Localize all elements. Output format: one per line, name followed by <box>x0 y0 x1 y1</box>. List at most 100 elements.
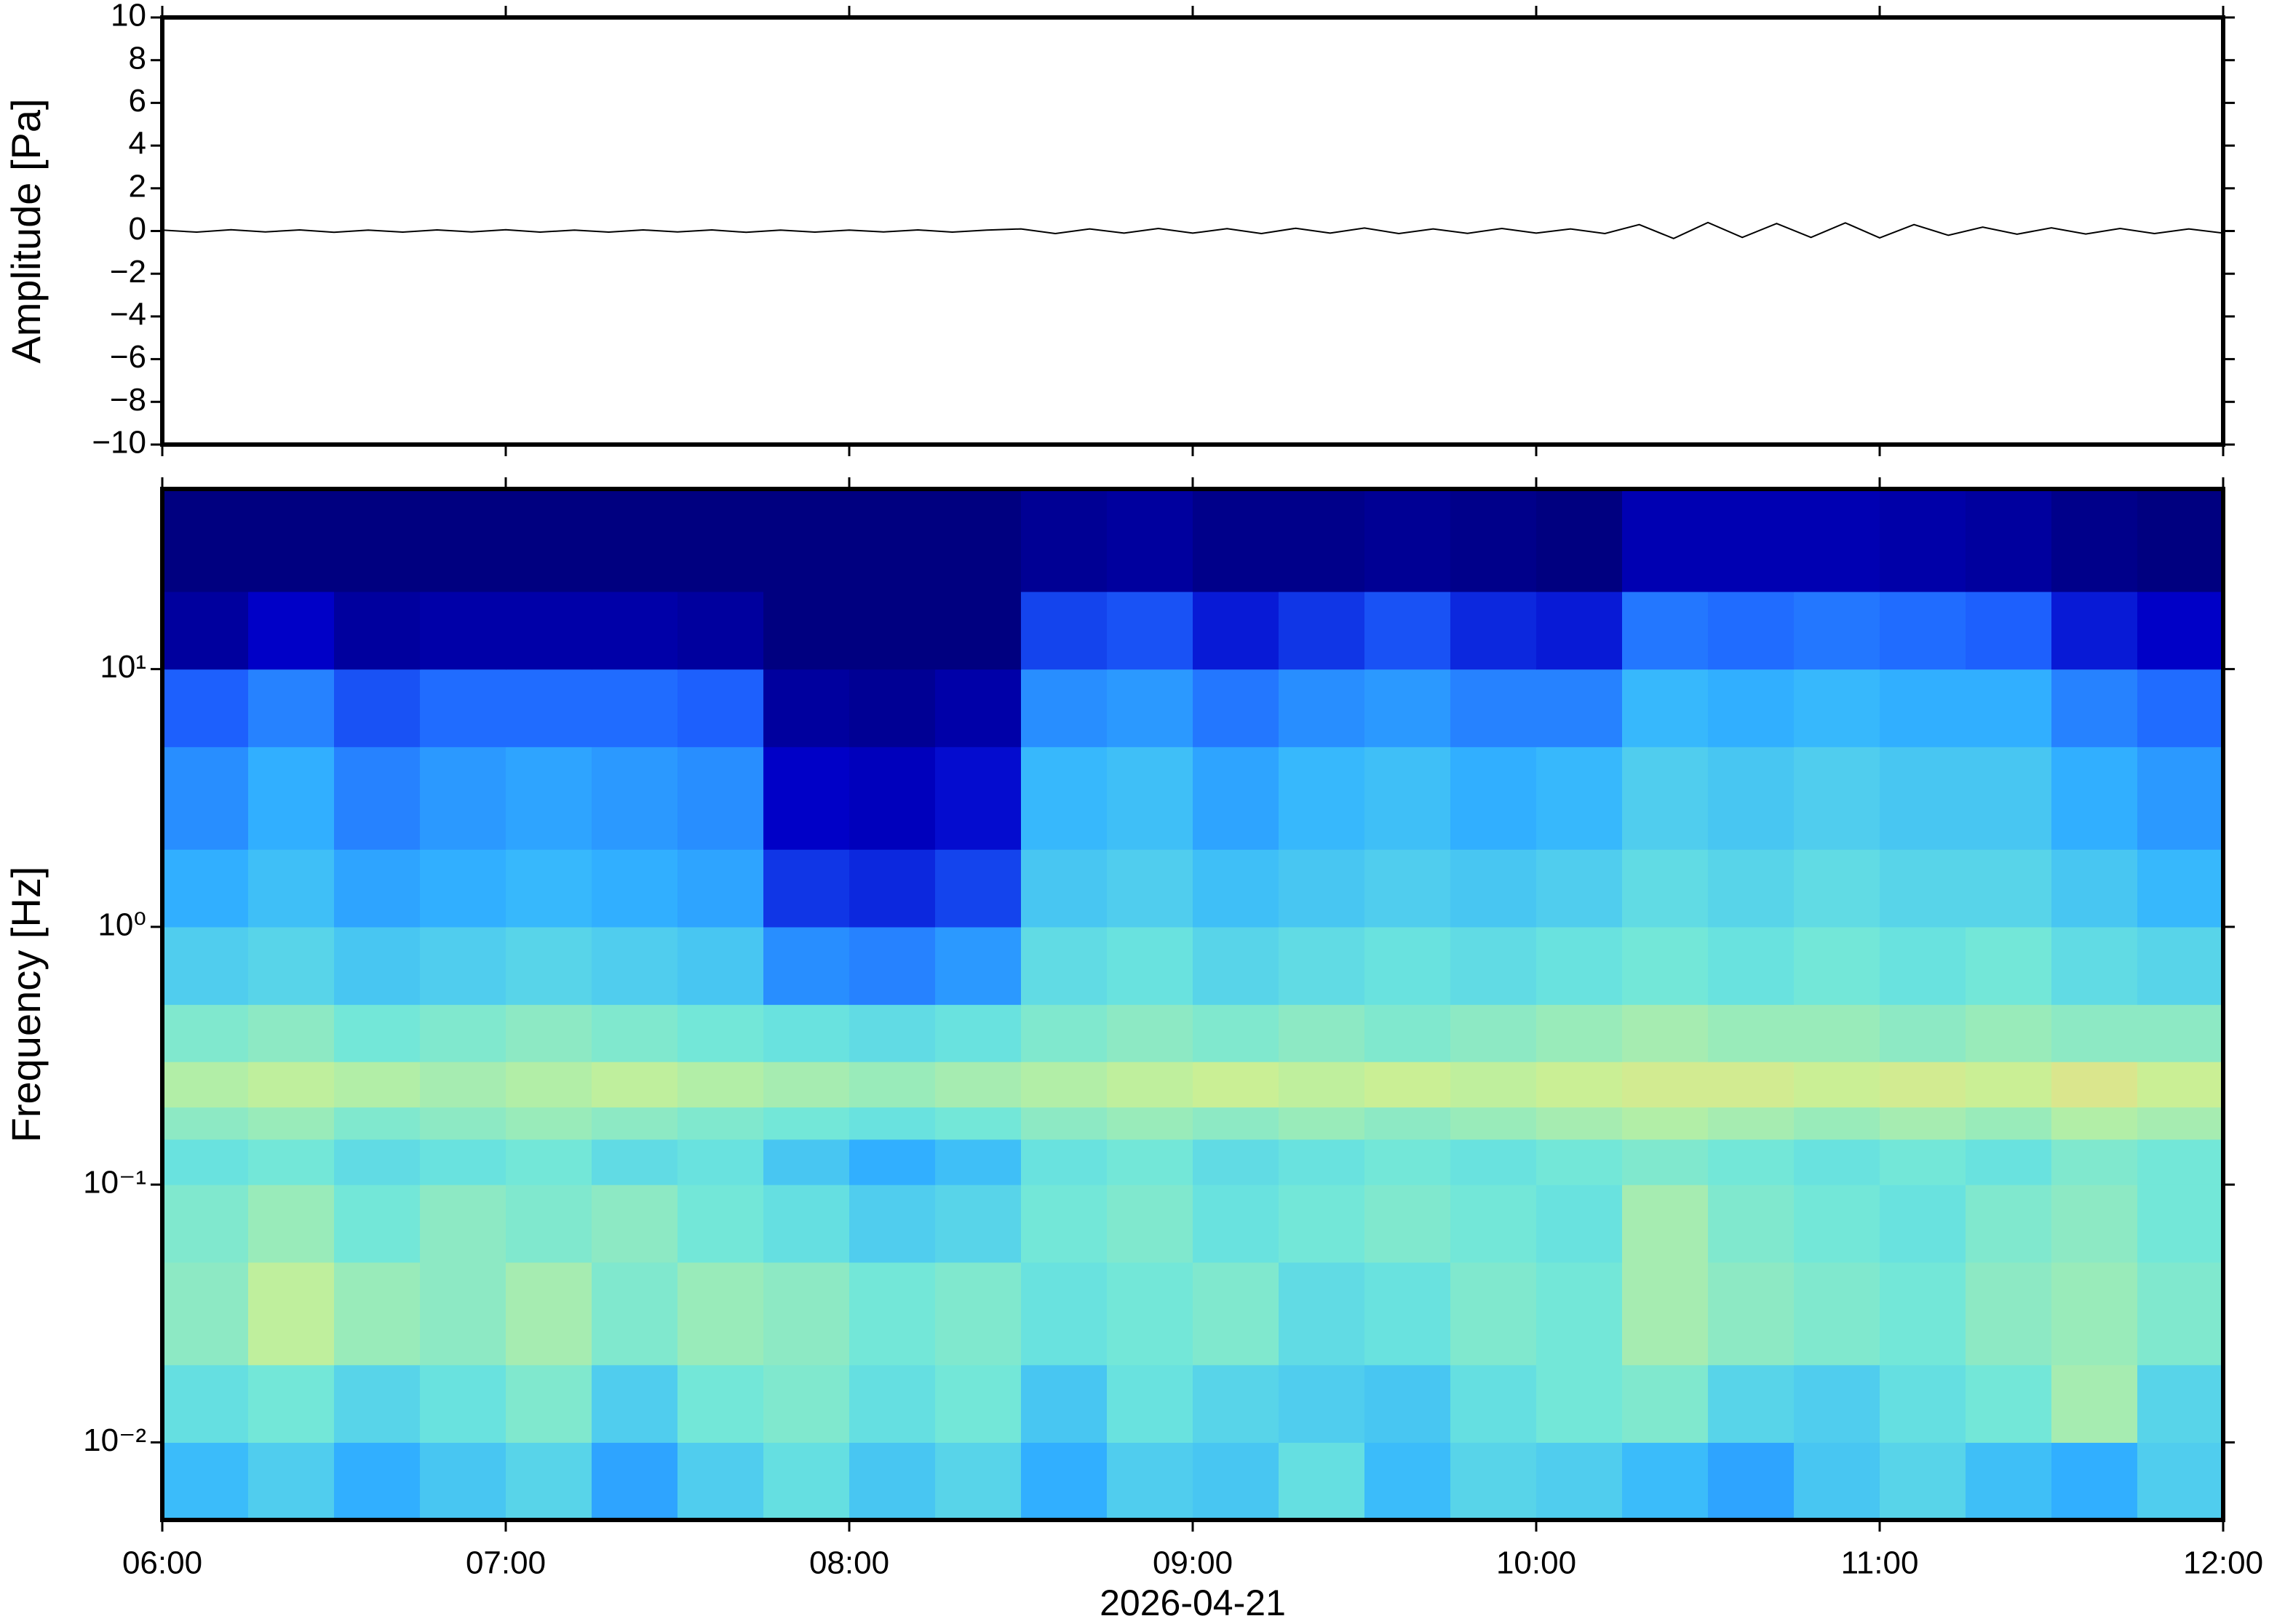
heatmap-cell <box>592 591 678 670</box>
heatmap-cell <box>1450 849 1537 928</box>
heatmap-cell <box>1021 669 1108 747</box>
heatmap-cell <box>1107 1364 1193 1443</box>
x-tick-label: 09:00 <box>1153 1545 1233 1581</box>
heatmap-cell <box>1708 591 1795 670</box>
heatmap-cell <box>1966 849 2052 928</box>
heatmap-cell <box>2137 747 2224 850</box>
heatmap-cell <box>763 1139 850 1185</box>
heatmap-cell <box>1279 1364 1365 1443</box>
heatmap-cell <box>763 669 850 747</box>
heatmap-cell <box>1794 669 1880 747</box>
heatmap-cell <box>1794 1364 1880 1443</box>
heatmap-cell <box>1193 1062 1279 1108</box>
heatmap-cell <box>248 1364 335 1443</box>
heatmap-cell <box>677 489 764 592</box>
heatmap-cell <box>506 489 592 592</box>
heatmap-cell <box>1708 849 1795 928</box>
heatmap-cell <box>1021 1004 1108 1062</box>
heatmap-cell <box>506 1107 592 1140</box>
heatmap-cell <box>1536 1062 1623 1108</box>
heatmap-cell <box>1107 489 1193 592</box>
heatmap-cell <box>849 1139 936 1185</box>
heatmap-cell <box>334 1004 421 1062</box>
y-tick-label: 8 <box>129 40 146 76</box>
heatmap-cell <box>592 1139 678 1185</box>
heatmap-cell <box>1536 1185 1623 1263</box>
heatmap-cell <box>1193 1107 1279 1140</box>
heatmap-cell <box>849 591 936 670</box>
heatmap-cell <box>677 591 764 670</box>
heatmap-cell <box>1450 1442 1537 1521</box>
heatmap-cell <box>1107 849 1193 928</box>
heatmap-cell <box>506 1442 592 1521</box>
y-tick-label: 4 <box>129 126 146 162</box>
heatmap-cell <box>1708 1185 1795 1263</box>
heatmap-cell <box>1193 849 1279 928</box>
heatmap-cell <box>592 1107 678 1140</box>
heatmap-cell <box>935 1185 1022 1263</box>
heatmap-cell <box>1794 1442 1880 1521</box>
heatmap-cell <box>1364 489 1451 592</box>
heatmap-cell <box>1536 1004 1623 1062</box>
heatmap-cell <box>248 591 335 670</box>
heatmap-cell <box>935 1062 1022 1108</box>
y-tick-label: −6 <box>110 339 146 375</box>
heatmap-cell <box>1279 747 1365 850</box>
heatmap-cell <box>849 1364 936 1443</box>
heatmap-cell <box>1966 1004 2052 1062</box>
heatmap-cell <box>1622 1364 1709 1443</box>
heatmap-cell <box>763 1442 850 1521</box>
heatmap-cell <box>1880 1364 1966 1443</box>
heatmap-cell <box>2051 1107 2138 1140</box>
heatmap-cell <box>677 1107 764 1140</box>
y-tick-label: 10⁰ <box>98 907 146 942</box>
heatmap-cell <box>162 1185 249 1263</box>
heatmap-cell <box>935 926 1022 1006</box>
heatmap-cell <box>2051 1004 2138 1062</box>
heatmap-cell <box>1193 1364 1279 1443</box>
heatmap-cell <box>248 1062 335 1108</box>
heatmap-cell <box>1021 1262 1108 1366</box>
heatmap-cell <box>2137 1364 2224 1443</box>
heatmap-cell <box>935 1004 1022 1062</box>
heatmap-cell <box>677 849 764 928</box>
heatmap-cell <box>506 747 592 850</box>
heatmap-cell <box>248 747 335 850</box>
heatmap-cell <box>162 1262 249 1366</box>
heatmap-cell <box>677 926 764 1006</box>
heatmap-cell <box>1450 1185 1537 1263</box>
heatmap-cell <box>1966 1139 2052 1185</box>
heatmap-cell <box>1708 669 1795 747</box>
heatmap-cell <box>1966 1262 2052 1366</box>
heatmap-cell <box>1193 1139 1279 1185</box>
heatmap-cell <box>1880 1185 1966 1263</box>
x-tick-label: 10:00 <box>1496 1545 1576 1581</box>
heatmap-cell <box>1622 591 1709 670</box>
heatmap-cell <box>1708 1062 1795 1108</box>
heatmap-cell <box>1966 1062 2052 1108</box>
heatmap-cell <box>334 747 421 850</box>
heatmap-cell <box>1450 1364 1537 1443</box>
heatmap-cell <box>1794 591 1880 670</box>
heatmap-cell <box>1536 669 1623 747</box>
heatmap-cell <box>506 1262 592 1366</box>
heatmap-cell <box>1279 849 1365 928</box>
heatmap-cell <box>849 489 936 592</box>
heatmap-cell <box>2051 747 2138 850</box>
heatmap-cell <box>2137 1442 2224 1521</box>
heatmap-cell <box>592 669 678 747</box>
heatmap-cell <box>1279 1139 1365 1185</box>
heatmap-cell <box>1622 489 1709 592</box>
heatmap-cell <box>1364 1262 1451 1366</box>
heatmap-cell <box>420 591 506 670</box>
heatmap-cell <box>2137 1107 2224 1140</box>
heatmap-cell <box>162 591 249 670</box>
heatmap-cell <box>2137 1004 2224 1062</box>
heatmap-cell <box>1880 1262 1966 1366</box>
heatmap-cell <box>1794 1262 1880 1366</box>
heatmap-cell <box>1193 1004 1279 1062</box>
heatmap-cell <box>1622 1442 1709 1521</box>
heatmap-cell <box>1279 1062 1365 1108</box>
heatmap-cell <box>1622 1185 1709 1263</box>
heatmap-cell <box>1880 1139 1966 1185</box>
